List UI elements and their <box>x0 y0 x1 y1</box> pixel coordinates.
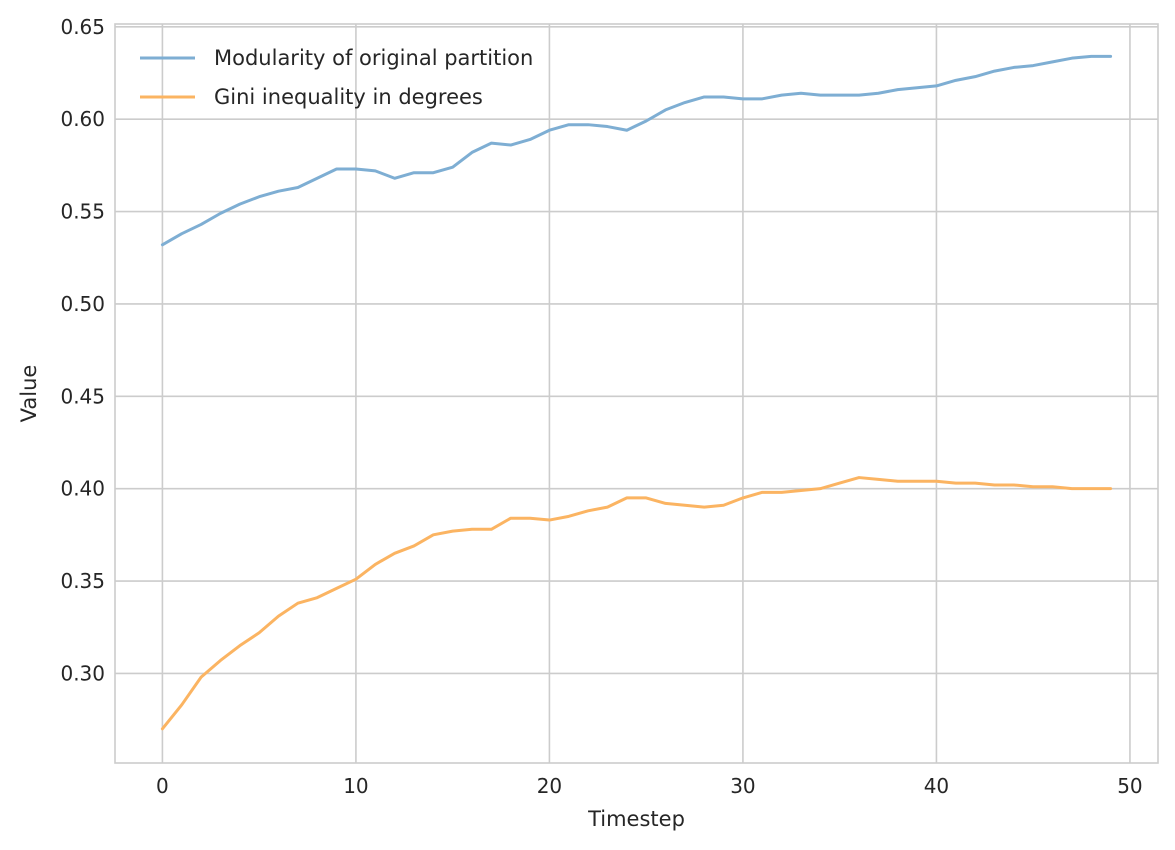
series-line-0 <box>160 54 1113 247</box>
plot-frame <box>114 23 1159 764</box>
y-tick-label: 0.60 <box>60 107 105 131</box>
series-lines <box>160 54 1113 731</box>
y-axis-label: Value <box>17 365 41 423</box>
legend-label-0: Modularity of original partition <box>214 46 533 70</box>
x-tick-label: 30 <box>730 774 755 798</box>
x-tick-label: 10 <box>343 774 368 798</box>
y-tick-label: 0.55 <box>60 200 105 224</box>
y-tick-label: 0.65 <box>60 15 105 39</box>
x-tick-labels: 0 10 20 30 40 50 <box>156 774 1143 798</box>
legend-label-1: Gini inequality in degrees <box>214 85 483 109</box>
y-tick-label: 0.30 <box>60 661 105 685</box>
x-tick-label: 0 <box>156 774 169 798</box>
x-axis-label: Timestep <box>587 807 685 831</box>
y-tick-label: 0.40 <box>60 477 105 501</box>
y-tick-label: 0.50 <box>60 292 105 316</box>
legend: Modularity of original partition Gini ine… <box>140 46 533 109</box>
y-tick-label: 0.35 <box>60 569 105 593</box>
grid <box>115 24 1158 763</box>
y-tick-labels: 0.30 0.35 0.40 0.45 0.50 0.55 0.60 0.65 <box>60 15 105 686</box>
series-line-1 <box>160 476 1113 731</box>
x-tick-label: 50 <box>1117 774 1142 798</box>
x-tick-label: 40 <box>924 774 949 798</box>
x-tick-label: 20 <box>537 774 562 798</box>
y-tick-label: 0.45 <box>60 384 105 408</box>
